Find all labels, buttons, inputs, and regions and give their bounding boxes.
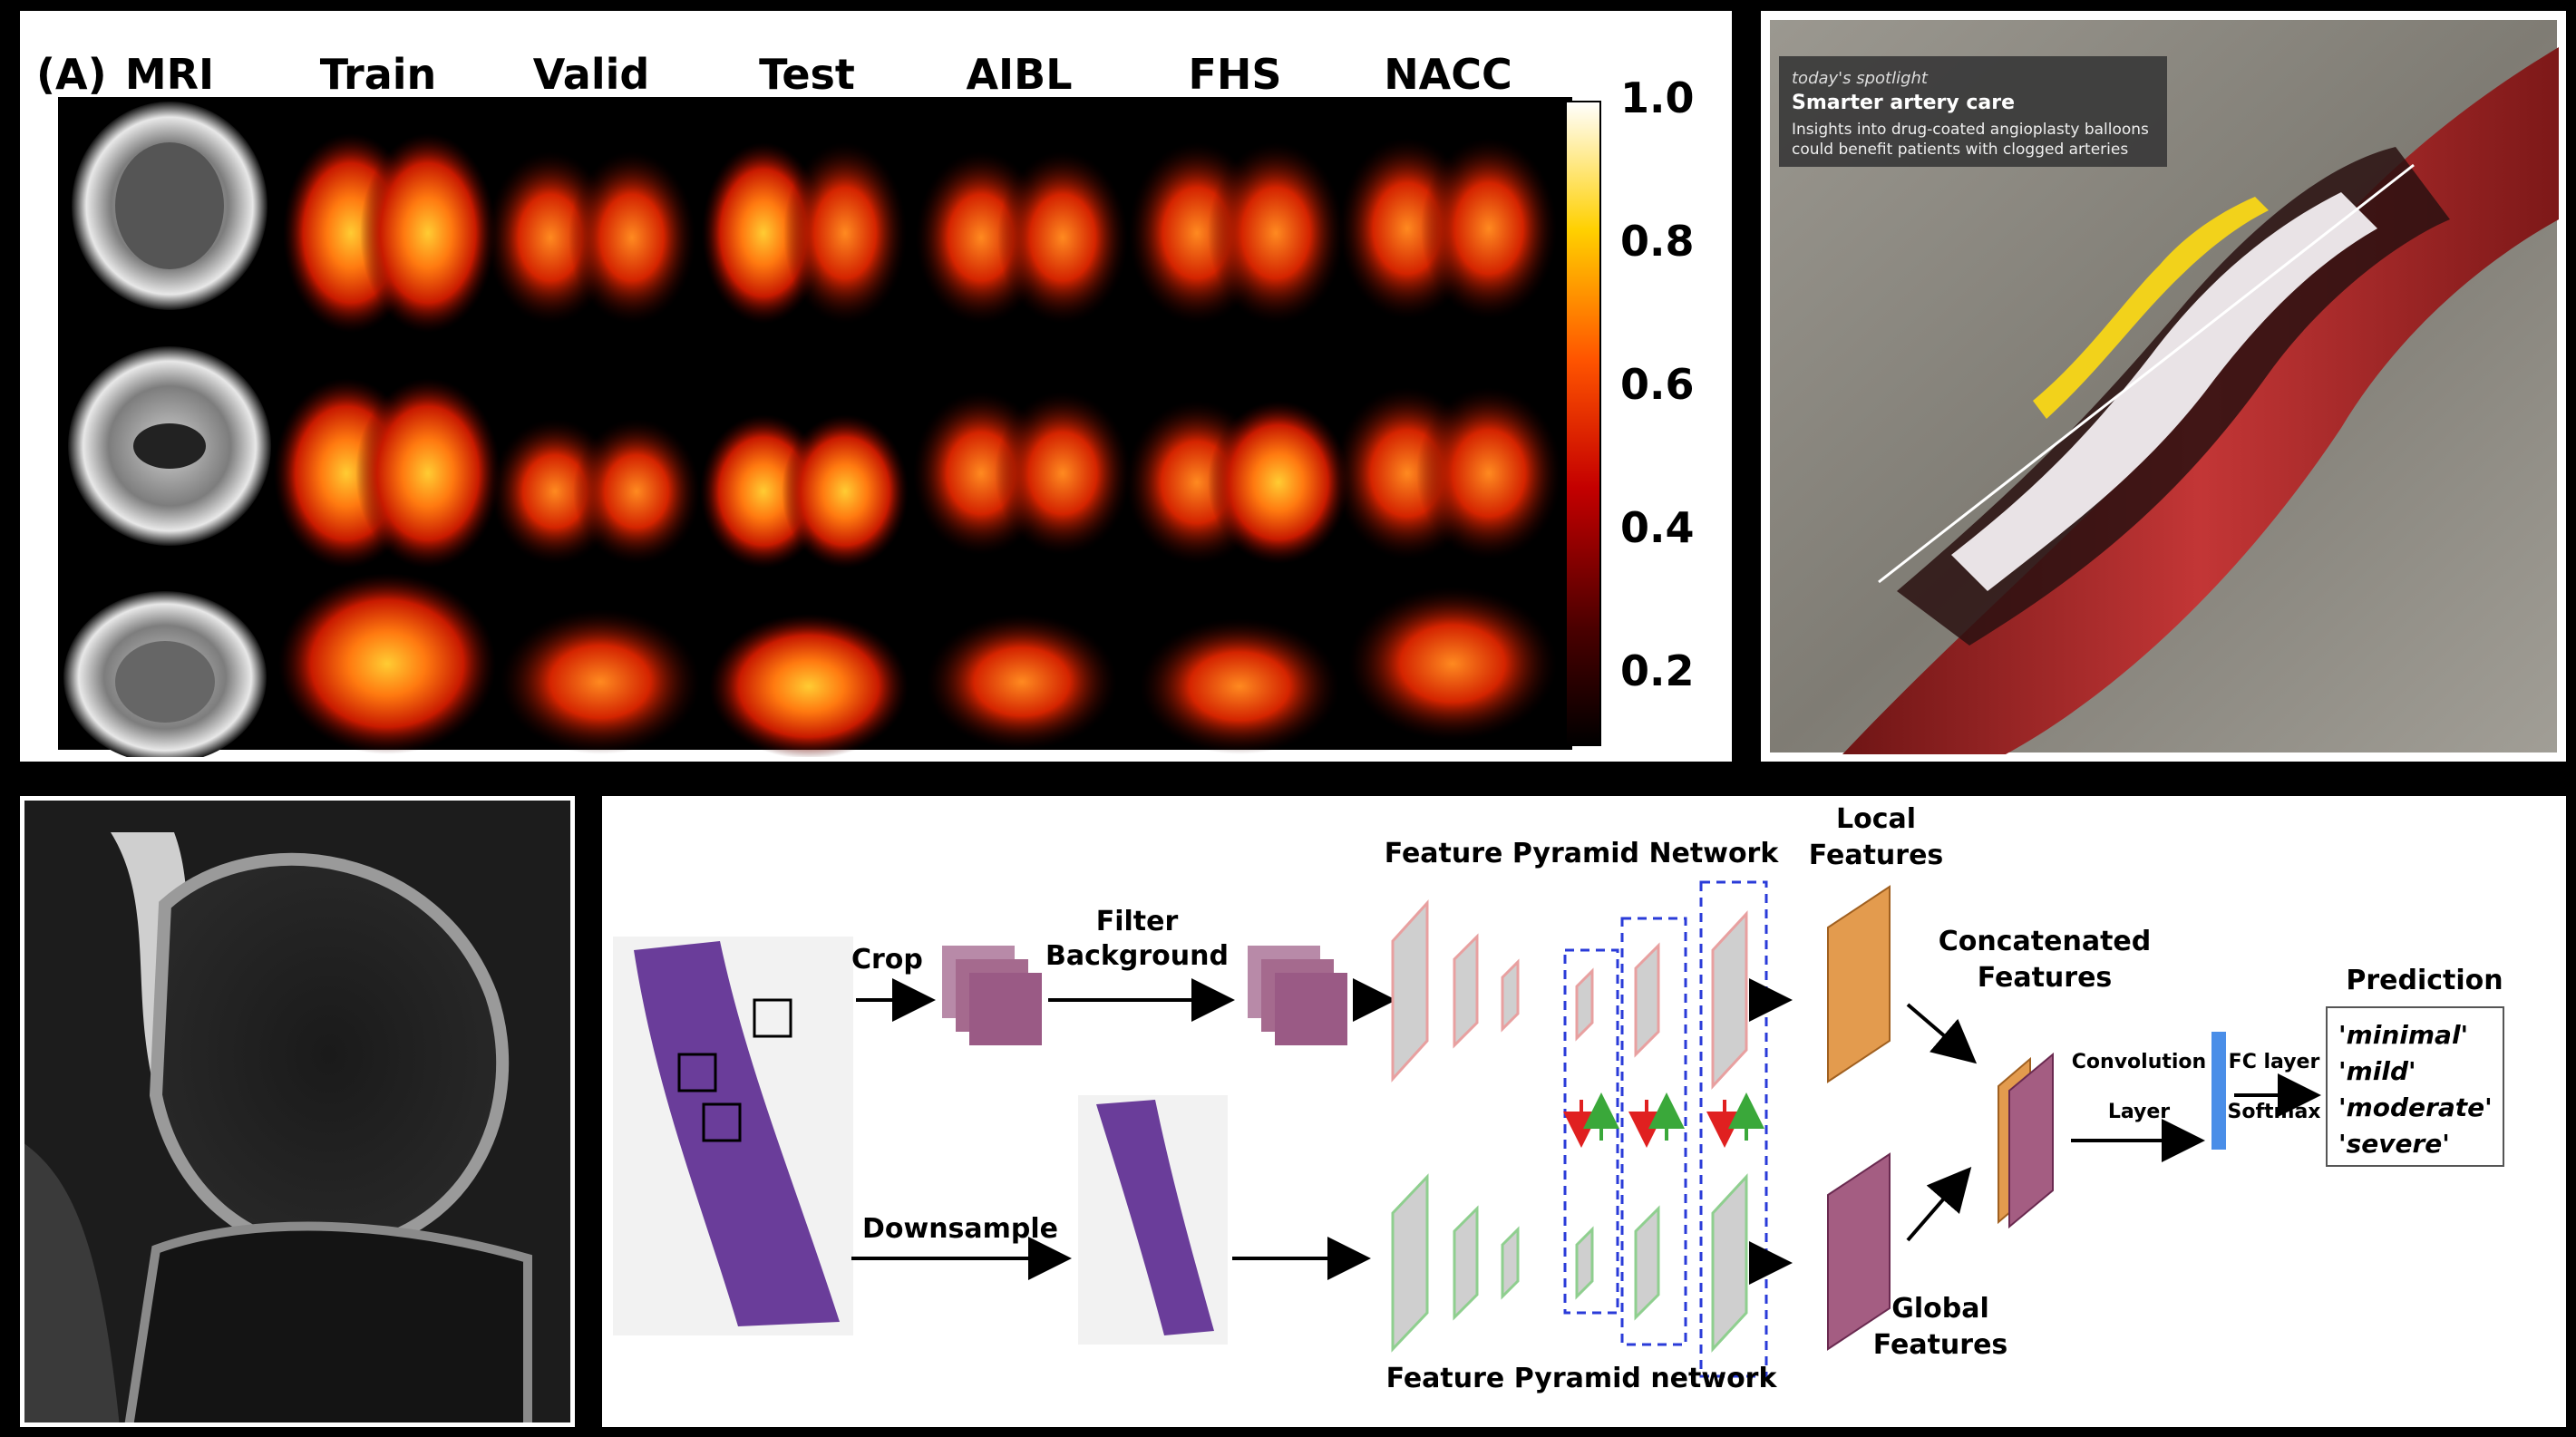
global-features-line2: Features [1873,1329,2008,1361]
col-header-nacc: NACC [1384,50,1512,99]
class-moderate: 'moderate' [2338,1092,2493,1122]
global-features-block [1827,1152,1891,1351]
spotlight-kicker: today's spotlight [1792,69,1929,88]
colorbar [1565,101,1601,746]
colorbar-tick-1: 1.0 [1620,73,1695,122]
concat-features-block [2008,1052,2054,1229]
crop-box-2 [677,1053,717,1092]
saliency-figure: (A) MRI Train Valid Test AIBL FHS NACC [36,50,1695,762]
col-header-fhs: FHS [1188,50,1281,99]
saliency-heatmaps [274,133,1561,759]
filter-label-line1: Filter [1096,906,1179,937]
col-header-valid: Valid [533,50,650,99]
class-severe: 'severe' [2338,1129,2450,1159]
colorbar-tick-0.8: 0.8 [1620,217,1695,266]
conv-label-line1: Convolution [2072,1051,2206,1073]
panel-c-border [20,796,575,1427]
filter-label-line2: Background [1045,940,1229,972]
crop-box-3 [702,1102,742,1142]
panel-label: (A) [36,50,107,99]
spotlight-headline: Smarter artery care [1792,92,2015,114]
colorbar-ticks: 1.0 0.8 0.6 0.4 0.2 [1620,73,1695,695]
panel-d-border [602,796,2566,1427]
col-header-mri: MRI [125,50,214,99]
prediction-box [2326,1006,2504,1167]
downsample-label: Downsample [862,1213,1058,1245]
heatmap-row-coronal [274,378,1561,568]
fpn-top-pyramid [1391,899,1748,1090]
col-header-aibl: AIBL [966,50,1072,99]
fc-label-line2: Softmax [2227,1101,2320,1123]
local-features-line1: Local [1836,803,1916,835]
fpn-dashed-box-2 [1620,917,1687,1346]
mri-column [63,102,271,762]
colorbar-tick-0.6: 0.6 [1620,360,1695,409]
fpn-bottom-pyramid [1391,1173,1748,1353]
panel-b-border [1761,11,2566,762]
fpn-bottom-label: Feature Pyramid network [1386,1363,1778,1394]
fc-label-line1: FC layer [2229,1051,2320,1073]
knee-mri-image [20,796,575,1427]
panel-artery-spotlight: today's spotlight Smarter artery care In… [1761,11,2566,762]
colorbar-tick-0.2: 0.2 [1620,646,1695,695]
heatmap-row-sagittal [278,573,1557,759]
crop-label: Crop [851,944,923,976]
artery-illustration: today's spotlight Smarter artery care In… [1770,20,2559,754]
local-features-line2: Features [1809,840,1944,871]
local-features-block [1827,885,1891,1083]
fpn-top-label: Feature Pyramid Network [1385,838,1780,869]
heatmap-row-axial [283,133,1557,333]
concat-features-line1: Concatenated [1939,926,2151,957]
fc-layer-bar [2211,1032,2226,1150]
prediction-title: Prediction [2346,965,2503,996]
plaque [2033,197,2269,419]
spotlight-body-line1: Insights into drug-coated angioplasty ba… [1792,121,2149,139]
class-minimal: 'minimal' [2338,1020,2468,1050]
global-features-line1: Global [1891,1293,1989,1325]
spotlight-body-line2: could benefit patients with clogged arte… [1792,141,2128,159]
concat-features-line2: Features [1978,962,2113,994]
panel-a-border [20,11,1732,762]
tissue-sample [634,941,840,1326]
crop-box-1 [753,998,792,1038]
panel-pipeline-diagram: Crop Filter Background Downsample Featur… [602,796,2566,1427]
conv-label-line2: Layer [2108,1101,2170,1123]
panel-mri-saliency: (A) MRI Train Valid Test AIBL FHS NACC [20,11,1732,762]
col-header-train: Train [320,50,437,99]
column-headers: MRI Train Valid Test AIBL FHS NACC [125,50,1512,99]
colorbar-tick-0.4: 0.4 [1620,503,1695,552]
fpn-dashed-box-3 [1699,880,1768,1378]
spotlight-caption-box [1779,56,2167,167]
class-mild: 'mild' [2338,1056,2416,1086]
prediction-classes: 'minimal' 'mild' 'moderate' 'severe' [2338,1020,2493,1159]
panel-knee-mri [20,796,575,1427]
pipeline-diagram: Crop Filter Background Downsample Featur… [613,803,2504,1394]
col-header-test: Test [759,50,855,99]
